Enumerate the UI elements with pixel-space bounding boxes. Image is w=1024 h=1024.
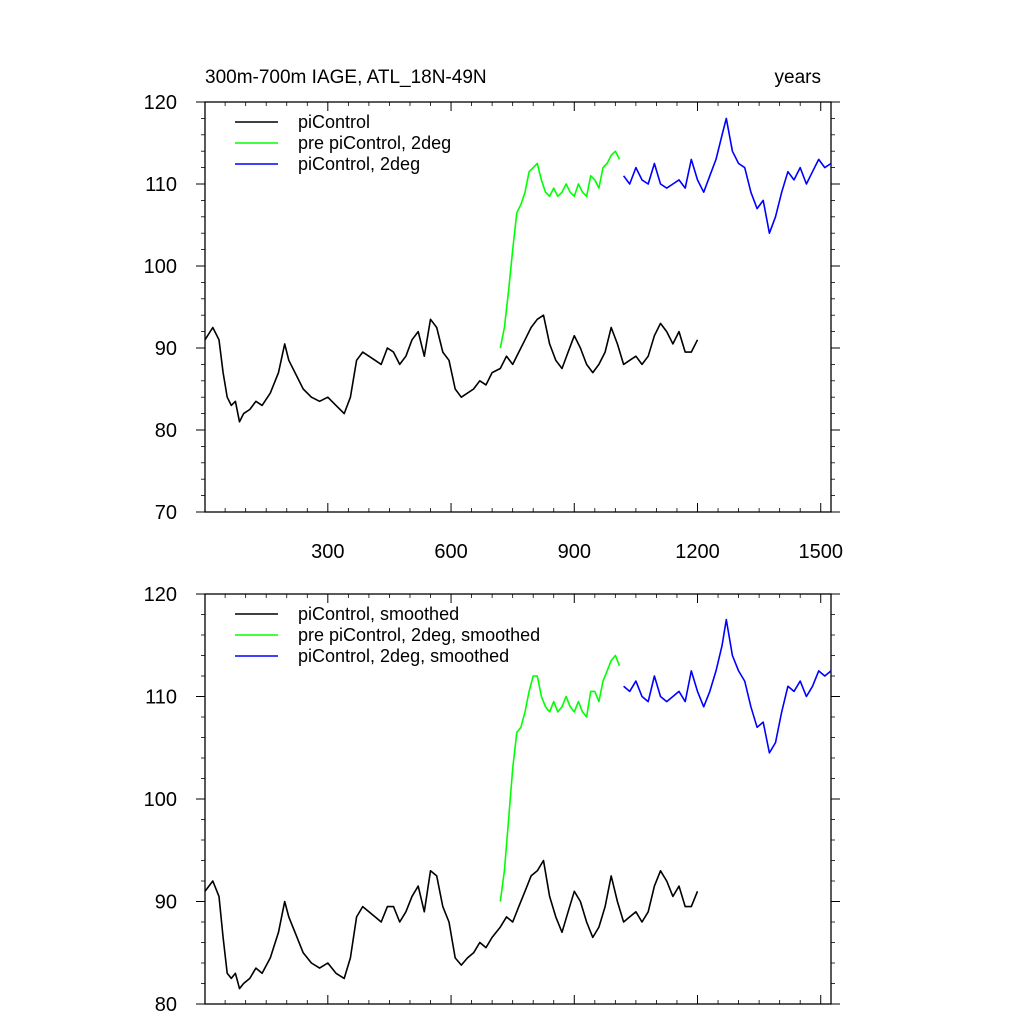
- legend-label: piControl, 2deg: [298, 154, 420, 174]
- series-line-1: [499, 654, 621, 902]
- legend-label: piControl, smoothed: [298, 604, 459, 624]
- legend-label: piControl: [298, 112, 370, 132]
- series-line-2: [623, 618, 832, 754]
- x-tick-label: 600: [434, 541, 467, 563]
- series-line-0: [204, 314, 699, 423]
- y-tick-label: 120: [144, 584, 177, 606]
- series-line-0: [204, 859, 699, 990]
- y-tick-label: 90: [155, 338, 177, 360]
- y-tick-label: 110: [145, 174, 177, 196]
- x-tick-label: 900: [558, 541, 591, 563]
- y-tick-label: 70: [155, 502, 177, 524]
- y-tick-label: 80: [155, 994, 177, 1016]
- top-panel: 300 600 900 1200 1500 70 80 90 100 110 120 300m-700…: [144, 67, 843, 563]
- plot-frame: [204, 101, 832, 513]
- y-tick-label: 100: [144, 256, 177, 278]
- series-line-1: [499, 150, 621, 349]
- legend-label: pre piControl, 2deg: [298, 133, 451, 153]
- y-tick-label: 120: [144, 92, 177, 114]
- chart-unit-label: years: [775, 67, 821, 88]
- legend-label: piControl, 2deg, smoothed: [298, 646, 509, 666]
- x-tick-label: 1500: [798, 541, 843, 563]
- y-tick-label: 110: [145, 687, 177, 709]
- y-tick-label: 100: [144, 789, 177, 811]
- y-tick-label: 90: [155, 892, 177, 914]
- y-tick-label: 80: [155, 420, 177, 442]
- legend-label: pre piControl, 2deg, smoothed: [298, 625, 540, 645]
- x-tick-label: 300: [311, 541, 344, 563]
- chart-title: 300m-700m IAGE, ATL_18N-49N: [205, 67, 487, 88]
- x-tick-label: 1200: [675, 541, 720, 563]
- series-line-2: [622, 117, 832, 234]
